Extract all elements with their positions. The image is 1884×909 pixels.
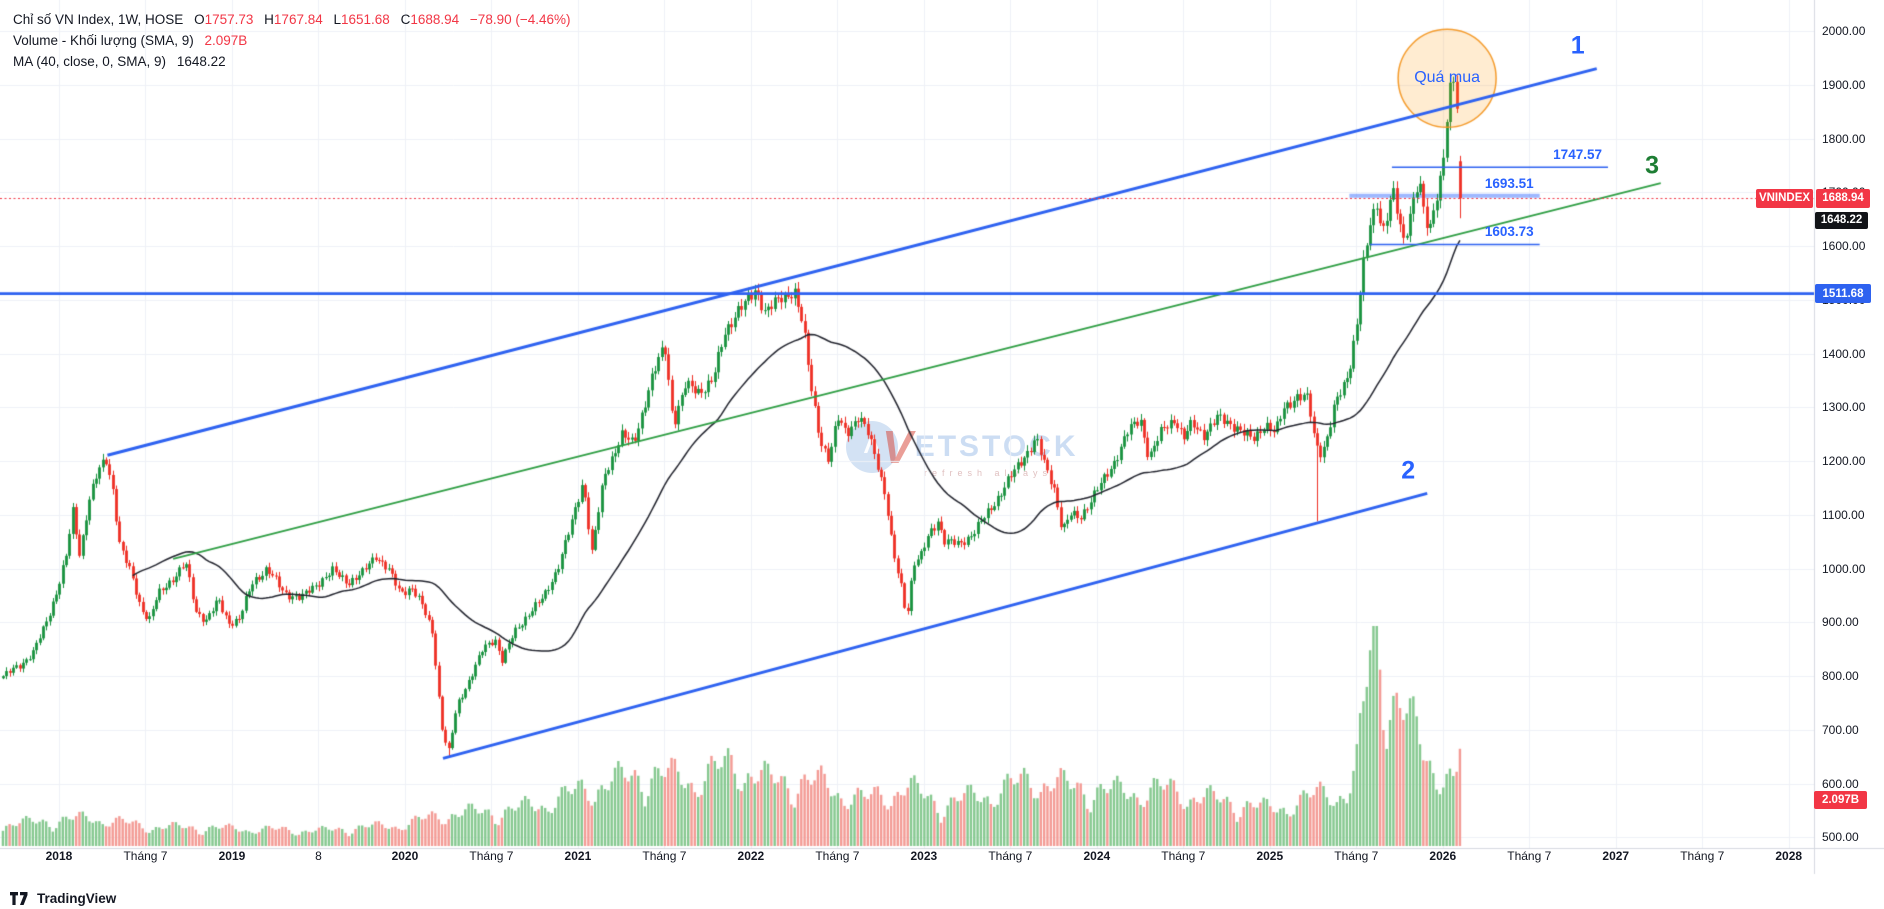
price-tick-label[interactable]: 1200.00 <box>1822 454 1866 469</box>
price-tick-label[interactable]: 1100.00 <box>1822 507 1865 522</box>
overbought-annotation[interactable]: Quá mua <box>1414 69 1481 87</box>
price-tick-label[interactable]: 1800.00 <box>1822 131 1866 146</box>
close-letter: C <box>400 12 411 27</box>
last-price-tag: 1688.94 <box>1816 188 1870 208</box>
time-tick-label[interactable]: Tháng 7 <box>1161 849 1206 863</box>
trendline-2-label[interactable]: 2 <box>1401 456 1416 485</box>
time-tick-label[interactable]: Tháng 7 <box>988 849 1033 863</box>
price-tick-label[interactable]: 2000.00 <box>1822 23 1866 38</box>
close-value: 1688.94 <box>410 12 460 27</box>
time-tick-label[interactable]: Tháng 7 <box>123 849 168 863</box>
price-tick-label[interactable]: 1900.00 <box>1822 77 1866 92</box>
trendline-3-label[interactable]: 3 <box>1645 151 1660 180</box>
time-tick-label[interactable]: Tháng 7 <box>1334 849 1379 863</box>
open-value: 1757.73 <box>204 12 254 27</box>
legend-ma-row[interactable]: MA (40, close, 0, SMA, 9) 1648.22 <box>13 54 226 69</box>
level-label-1747[interactable]: 1747.57 <box>1553 146 1602 162</box>
legend-symbol-row[interactable]: Chỉ số VN Index, 1W, HOSE O1757.73 H1767… <box>13 12 571 27</box>
time-tick-label[interactable]: 2022 <box>737 849 765 863</box>
price-tick-label[interactable]: 700.00 <box>1822 722 1859 737</box>
price-tick-label[interactable]: 1600.00 <box>1822 239 1866 254</box>
price-tick-label[interactable]: 1300.00 <box>1822 400 1866 415</box>
hline-price-tag: 1511.68 <box>1815 284 1871 304</box>
time-tick-label[interactable]: 2019 <box>218 849 246 863</box>
level-label-1693[interactable]: 1693.51 <box>1484 175 1534 191</box>
level-label-1603[interactable]: 1603.73 <box>1484 224 1534 240</box>
price-tick-label[interactable]: 900.00 <box>1822 615 1859 630</box>
time-tick-label[interactable]: Tháng 7 <box>1680 849 1725 863</box>
time-tick-label[interactable]: 2020 <box>391 849 419 863</box>
time-tick-label[interactable]: 2025 <box>1256 849 1284 863</box>
open-letter: O <box>194 12 205 27</box>
time-tick-label[interactable]: 2027 <box>1602 849 1630 863</box>
tradingview-text: TradingView <box>37 891 117 906</box>
price-tick-label[interactable]: 1400.00 <box>1822 346 1866 361</box>
price-tick-label[interactable]: 500.00 <box>1822 830 1859 845</box>
symbol-title: Chỉ số VN Index, 1W, HOSE <box>13 12 184 27</box>
time-tick-label[interactable]: Tháng 7 <box>815 849 860 863</box>
time-tick-label[interactable]: Tháng 7 <box>469 849 514 863</box>
time-tick-label[interactable]: Tháng 7 <box>642 849 687 863</box>
time-tick-label[interactable]: 8 <box>315 849 322 863</box>
tradingview-icon <box>10 892 28 905</box>
time-tick-label[interactable]: Tháng 7 <box>1507 849 1552 863</box>
change-value: −78.90 (−4.46%) <box>469 12 571 27</box>
symbol-price-tag: VNINDEX <box>1756 188 1813 208</box>
ma-price-tag: 1648.22 <box>1815 211 1868 229</box>
low-value: 1651.68 <box>341 12 390 27</box>
time-tick-label[interactable]: 2021 <box>564 849 592 863</box>
time-tick-label[interactable]: 2018 <box>45 849 73 863</box>
price-tick-label[interactable]: 1000.00 <box>1822 561 1866 576</box>
volume-indicator-label: Volume - Khối lượng (SMA, 9) <box>13 33 194 48</box>
high-value: 1767.84 <box>273 12 323 27</box>
time-tick-label[interactable]: 2026 <box>1429 849 1457 863</box>
price-tick-label[interactable]: 600.00 <box>1822 776 1859 791</box>
ma-indicator-label: MA (40, close, 0, SMA, 9) <box>13 54 167 69</box>
price-tick-label[interactable]: 800.00 <box>1822 669 1859 684</box>
time-tick-label[interactable]: 2024 <box>1083 849 1111 863</box>
time-tick-label[interactable]: 2028 <box>1775 849 1803 863</box>
volume-sma-tag: 2.097B <box>1814 791 1867 810</box>
ma-indicator-value: 1648.22 <box>176 54 226 69</box>
trendline-1-label[interactable]: 1 <box>1570 31 1585 60</box>
low-letter: L <box>333 12 342 27</box>
volume-indicator-value: 2.097B <box>204 33 248 48</box>
high-letter: H <box>264 12 274 27</box>
legend-volume-row[interactable]: Volume - Khối lượng (SMA, 9) 2.097B <box>13 33 247 48</box>
tradingview-logo[interactable]: TradingView <box>10 891 116 906</box>
time-tick-label[interactable]: 2023 <box>910 849 938 863</box>
